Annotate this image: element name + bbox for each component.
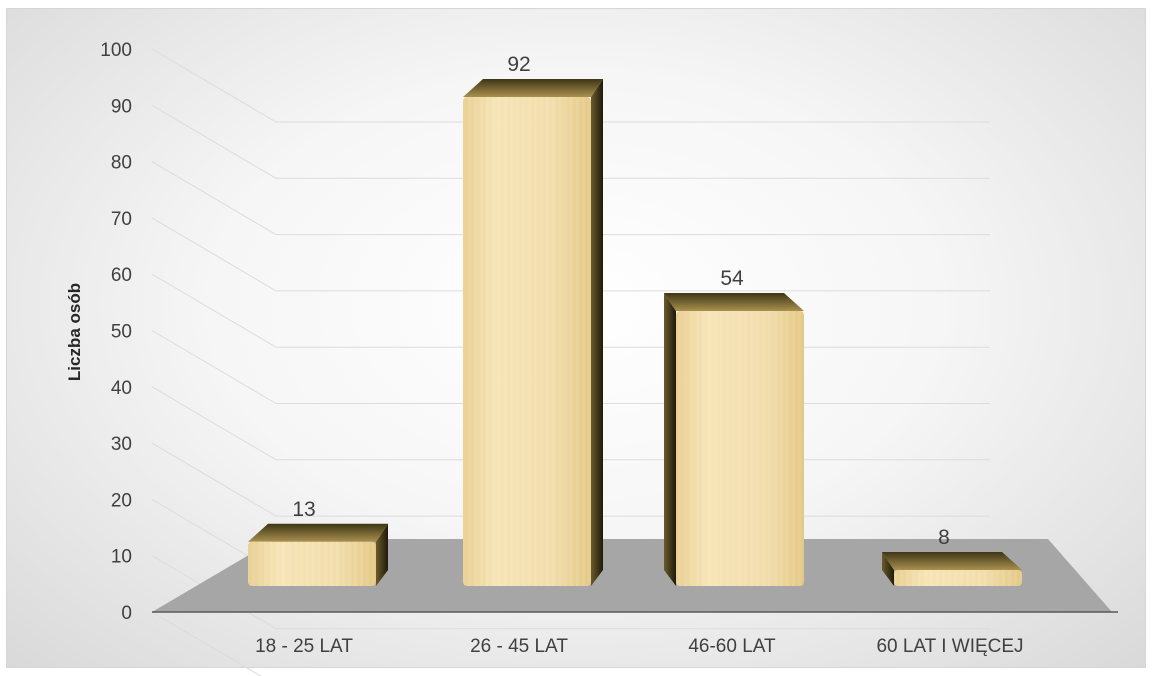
- y-tick-label: 20: [111, 490, 132, 511]
- gridline: [151, 161, 990, 236]
- gridline: [151, 611, 262, 676]
- bar: [882, 551, 1022, 586]
- gridline: [151, 48, 990, 123]
- bar: [463, 79, 603, 586]
- bar: [664, 292, 804, 586]
- y-tick-label: 80: [111, 153, 132, 174]
- y-tick-label: 30: [111, 434, 132, 455]
- y-tick-label: 40: [111, 378, 132, 399]
- y-tick-label: 10: [111, 547, 132, 568]
- y-tick-label: 60: [111, 265, 132, 286]
- y-tick-label: 70: [111, 209, 132, 230]
- gridline: [151, 273, 990, 348]
- gridline: [151, 217, 990, 292]
- chart-floor: [152, 539, 1112, 612]
- y-tick-label: 90: [111, 96, 132, 117]
- gridline: [151, 104, 990, 179]
- data-label: 8: [938, 526, 950, 549]
- data-label: 54: [720, 267, 744, 290]
- data-label: 13: [292, 498, 315, 521]
- gridline: [151, 442, 990, 517]
- data-label: 92: [507, 53, 530, 76]
- x-category-label: 46-60 LAT: [688, 636, 776, 657]
- y-tick-label: 0: [121, 603, 132, 624]
- x-category-label: 18 - 25 LAT: [255, 636, 353, 657]
- y-axis-title: Liczba osób: [65, 283, 84, 381]
- bar: [248, 523, 388, 586]
- x-category-label: 26 - 45 LAT: [470, 636, 568, 657]
- gridline: [151, 386, 990, 461]
- y-tick-label: 50: [111, 322, 132, 343]
- x-category-label: 60 LAT I WIĘCEJ: [876, 636, 1023, 657]
- y-tick-label: 100: [100, 40, 132, 61]
- gridline: [151, 330, 990, 404]
